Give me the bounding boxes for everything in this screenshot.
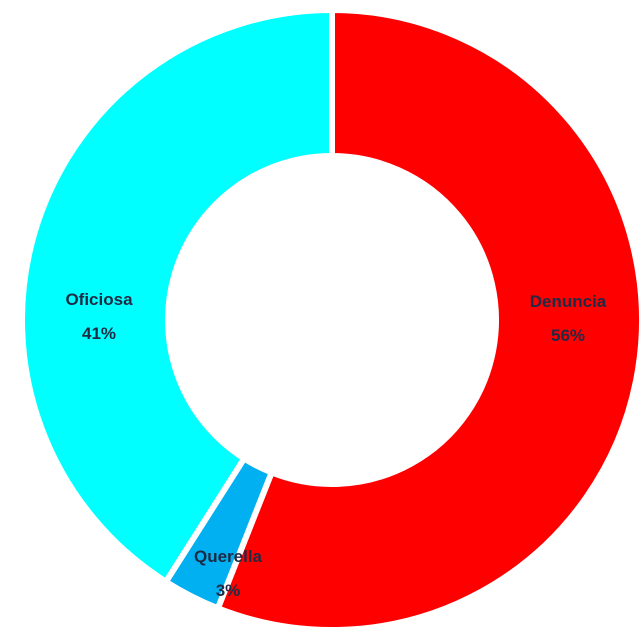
slice-label-denuncia: Denuncia <box>530 292 607 311</box>
slice-label-oficiosa: Oficiosa <box>65 290 133 309</box>
slices-group <box>19 6 644 633</box>
slice-value-querella: 3% <box>216 581 241 600</box>
slice-value-oficiosa: 41% <box>82 324 116 343</box>
slice-denuncia <box>213 6 644 633</box>
slice-label-querella: Querella <box>194 547 263 566</box>
slice-oficiosa <box>19 6 335 586</box>
labels-group: Denuncia 56% Querella 3% Oficiosa 41% <box>65 290 606 600</box>
slice-value-denuncia: 56% <box>551 326 585 345</box>
